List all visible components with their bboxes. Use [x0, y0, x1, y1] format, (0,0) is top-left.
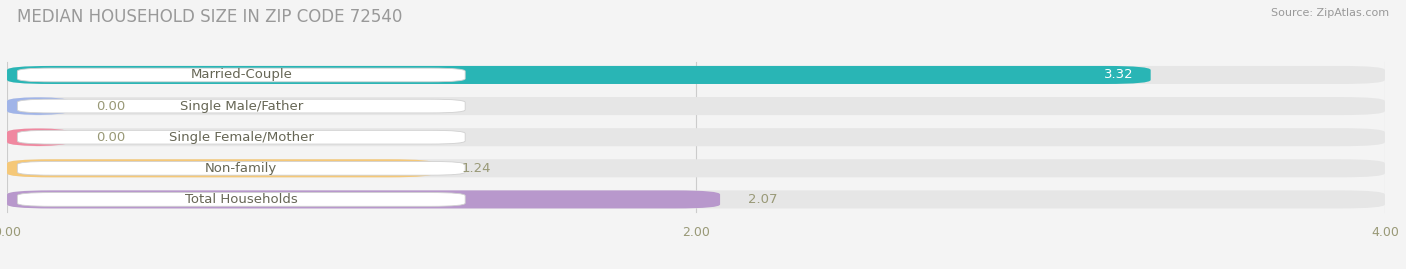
Text: 2.07: 2.07: [748, 193, 778, 206]
FancyBboxPatch shape: [17, 68, 465, 82]
FancyBboxPatch shape: [7, 97, 69, 115]
Text: 0.00: 0.00: [97, 131, 127, 144]
Text: Single Female/Mother: Single Female/Mother: [169, 131, 314, 144]
Text: MEDIAN HOUSEHOLD SIZE IN ZIP CODE 72540: MEDIAN HOUSEHOLD SIZE IN ZIP CODE 72540: [17, 8, 402, 26]
Text: 3.32: 3.32: [1104, 68, 1133, 82]
Text: Married-Couple: Married-Couple: [190, 68, 292, 82]
FancyBboxPatch shape: [7, 128, 1385, 146]
Text: Total Households: Total Households: [186, 193, 298, 206]
Text: 0.00: 0.00: [97, 100, 127, 112]
FancyBboxPatch shape: [7, 66, 1150, 84]
Text: Single Male/Father: Single Male/Father: [180, 100, 302, 112]
Text: 1.24: 1.24: [461, 162, 491, 175]
FancyBboxPatch shape: [7, 66, 1385, 84]
FancyBboxPatch shape: [7, 190, 1385, 208]
FancyBboxPatch shape: [17, 130, 465, 144]
Text: Non-family: Non-family: [205, 162, 277, 175]
FancyBboxPatch shape: [17, 161, 465, 175]
Text: Source: ZipAtlas.com: Source: ZipAtlas.com: [1271, 8, 1389, 18]
FancyBboxPatch shape: [17, 193, 465, 206]
FancyBboxPatch shape: [7, 159, 1385, 177]
FancyBboxPatch shape: [7, 128, 69, 146]
FancyBboxPatch shape: [7, 190, 720, 208]
FancyBboxPatch shape: [17, 99, 465, 113]
FancyBboxPatch shape: [7, 97, 1385, 115]
FancyBboxPatch shape: [7, 159, 434, 177]
